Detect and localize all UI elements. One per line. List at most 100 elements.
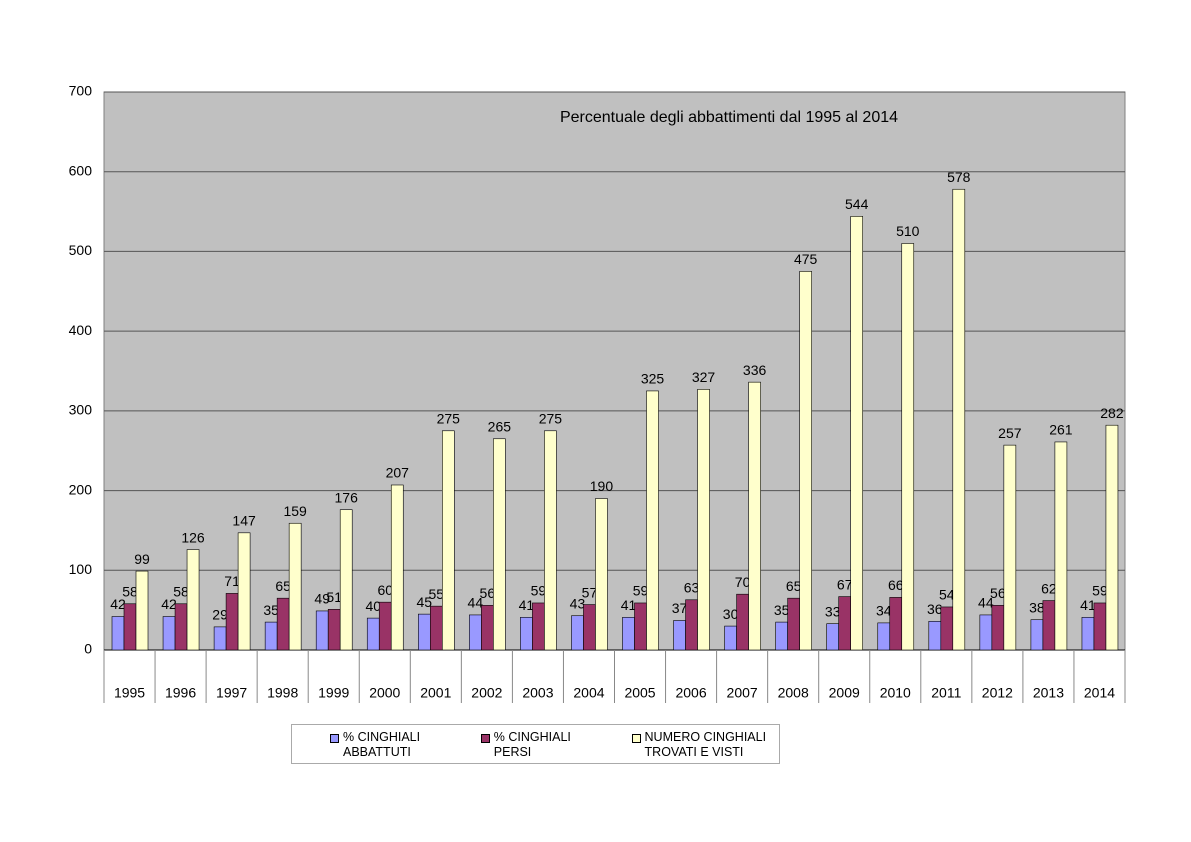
data-label: 275	[437, 410, 461, 426]
bar	[952, 188, 966, 651]
bar	[901, 243, 915, 651]
data-label: 60	[377, 582, 393, 598]
bar	[123, 603, 137, 651]
x-tick-label: 2009	[829, 685, 860, 701]
bar	[595, 498, 608, 651]
legend-swatch	[480, 734, 490, 743]
data-label: 63	[684, 579, 700, 595]
x-tick-label: 2001	[420, 685, 451, 701]
x-tick-label: 1996	[165, 685, 196, 701]
data-label: 51	[326, 589, 342, 605]
bar	[237, 532, 251, 651]
bar	[276, 597, 290, 651]
bar	[225, 593, 239, 651]
bar	[493, 438, 506, 651]
bar	[1081, 617, 1095, 651]
bar	[469, 614, 482, 651]
data-label: 59	[633, 583, 649, 599]
data-label: 29	[212, 607, 228, 623]
bar	[520, 617, 533, 651]
data-label: 41	[621, 597, 637, 613]
x-tick-label: 2003	[522, 685, 553, 701]
data-label: 190	[590, 478, 614, 494]
bar	[264, 621, 278, 651]
legend-entry: NUMERO CINGHIALI TROVATI E VISTI	[594, 725, 779, 763]
data-label: 42	[110, 596, 126, 612]
data-label: 65	[786, 578, 802, 594]
bar	[481, 605, 494, 651]
x-tick-label: 2005	[624, 685, 655, 701]
bar	[288, 522, 302, 651]
data-label: 55	[429, 586, 445, 602]
data-label: 282	[1100, 405, 1124, 421]
bar	[622, 617, 635, 651]
bar	[826, 623, 840, 651]
data-label: 42	[161, 596, 177, 612]
x-tick-label: 1999	[318, 685, 349, 701]
data-label: 30	[723, 606, 739, 622]
bar	[838, 596, 852, 651]
data-label: 54	[939, 587, 955, 603]
bar	[213, 626, 227, 651]
data-label: 126	[181, 529, 205, 545]
bar	[736, 593, 749, 651]
bar	[991, 605, 1005, 651]
y-tick-label: 600	[69, 162, 93, 178]
bar	[571, 615, 584, 651]
y-tick-label: 200	[69, 481, 93, 497]
data-label: 207	[386, 465, 410, 481]
bar	[366, 617, 380, 651]
bar	[1042, 600, 1056, 651]
data-label: 147	[232, 513, 256, 529]
data-label: 59	[1092, 583, 1108, 599]
data-label: 99	[134, 551, 150, 567]
data-label: 62	[1041, 580, 1057, 596]
data-label: 336	[743, 362, 767, 378]
bar	[327, 609, 341, 651]
data-label: 58	[173, 583, 189, 599]
y-tick-label: 500	[69, 242, 93, 258]
plot-area	[103, 91, 1126, 651]
data-label: 33	[825, 603, 841, 619]
data-label: 56	[480, 585, 496, 601]
y-tick-label: 300	[69, 402, 93, 418]
legend: % CINGHIALI ABBATTUTI % CINGHIALI PERSI NU…	[291, 724, 780, 764]
bar	[634, 602, 647, 651]
bar	[378, 601, 392, 651]
bar	[544, 430, 557, 651]
x-tick-label: 2007	[727, 685, 758, 701]
y-tick-label: 400	[69, 322, 93, 338]
legend-swatch	[330, 734, 339, 743]
bar	[940, 606, 954, 651]
data-label: 40	[365, 598, 381, 614]
bar	[724, 625, 737, 651]
bar	[441, 430, 455, 651]
data-label: 34	[876, 603, 892, 619]
data-label: 56	[990, 585, 1006, 601]
data-label: 275	[539, 410, 563, 426]
x-tick-label: 2002	[471, 685, 502, 701]
bar	[111, 616, 125, 651]
data-label: 71	[224, 573, 240, 589]
x-tick-label: 2000	[369, 685, 400, 701]
y-tick-label: 0	[84, 641, 92, 657]
data-label: 59	[531, 583, 547, 599]
bar	[417, 613, 431, 651]
data-label: 58	[122, 583, 138, 599]
legend-entry: % CINGHIALI PERSI	[443, 725, 594, 763]
x-tick-label: 2012	[982, 685, 1013, 701]
bar	[850, 216, 864, 651]
x-tick-label: 1998	[267, 685, 298, 701]
bar	[186, 549, 200, 651]
data-label: 37	[672, 600, 688, 616]
bar	[162, 616, 176, 651]
bar	[315, 610, 329, 651]
bar	[646, 390, 659, 651]
bar	[889, 597, 903, 651]
data-label: 578	[947, 169, 971, 185]
bar	[1093, 602, 1107, 651]
legend-label: % CINGHIALI PERSI	[493, 730, 571, 759]
data-label: 544	[845, 196, 869, 212]
